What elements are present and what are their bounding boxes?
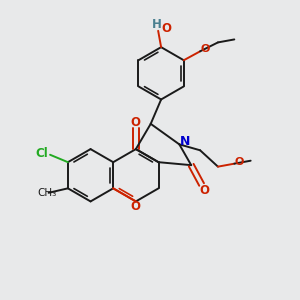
Text: O: O (161, 22, 172, 35)
Text: N: N (179, 136, 190, 148)
Text: Cl: Cl (36, 147, 48, 160)
Text: O: O (200, 184, 210, 197)
Text: O: O (131, 116, 141, 129)
Text: H: H (152, 18, 162, 31)
Text: O: O (235, 157, 244, 167)
Text: O: O (131, 200, 141, 213)
Text: O: O (201, 44, 210, 54)
Text: CH₃: CH₃ (38, 188, 57, 198)
